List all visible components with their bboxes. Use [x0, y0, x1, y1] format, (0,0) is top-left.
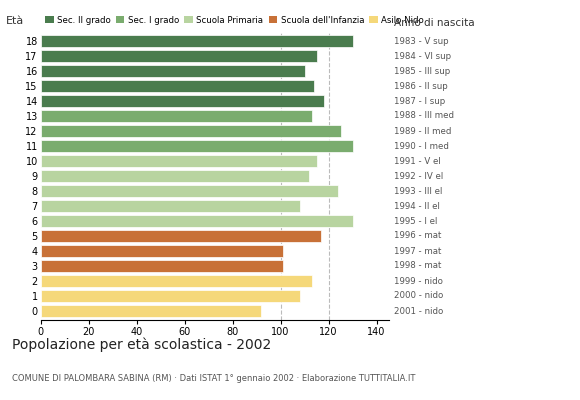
Text: 1988 - III med: 1988 - III med [394, 112, 454, 120]
Text: 1993 - III el: 1993 - III el [394, 186, 443, 196]
Text: 1983 - V sup: 1983 - V sup [394, 36, 449, 46]
Text: 1996 - mat: 1996 - mat [394, 232, 442, 240]
Bar [41, 200, 300, 212]
Bar [41, 230, 321, 242]
Text: COMUNE DI PALOMBARA SABINA (RM) · Dati ISTAT 1° gennaio 2002 · Elaborazione TUTT: COMUNE DI PALOMBARA SABINA (RM) · Dati I… [12, 374, 415, 383]
Text: Popolazione per età scolastica - 2002: Popolazione per età scolastica - 2002 [12, 338, 271, 352]
Bar [41, 50, 317, 62]
Bar [41, 110, 312, 122]
Bar [41, 155, 317, 167]
Bar [41, 140, 353, 152]
Bar [41, 125, 340, 137]
Bar [41, 290, 300, 302]
Legend: Sec. II grado, Sec. I grado, Scuola Primaria, Scuola dell'Infanzia, Asilo Nido: Sec. II grado, Sec. I grado, Scuola Prim… [45, 16, 424, 25]
Text: 1984 - VI sup: 1984 - VI sup [394, 52, 451, 60]
Text: 1995 - I el: 1995 - I el [394, 216, 438, 226]
Text: 1990 - I med: 1990 - I med [394, 142, 450, 150]
Bar [41, 185, 338, 197]
Bar [41, 275, 312, 287]
Bar [41, 260, 283, 272]
Text: 1994 - II el: 1994 - II el [394, 202, 440, 210]
Text: 1991 - V el: 1991 - V el [394, 156, 441, 166]
Text: 1989 - II med: 1989 - II med [394, 126, 452, 136]
Bar [41, 35, 353, 47]
Bar [41, 215, 353, 227]
Text: 1997 - mat: 1997 - mat [394, 246, 442, 256]
Text: 1987 - I sup: 1987 - I sup [394, 96, 445, 106]
Text: 1992 - IV el: 1992 - IV el [394, 172, 444, 180]
Bar [41, 305, 262, 317]
Text: Anno di nascita: Anno di nascita [394, 18, 475, 28]
Text: 1999 - nido: 1999 - nido [394, 276, 443, 286]
Text: 1986 - II sup: 1986 - II sup [394, 82, 448, 90]
Bar [41, 170, 309, 182]
Bar [41, 65, 305, 77]
Text: 2000 - nido: 2000 - nido [394, 292, 444, 300]
Text: Età: Età [6, 16, 24, 26]
Text: 1985 - III sup: 1985 - III sup [394, 66, 451, 76]
Text: 2001 - nido: 2001 - nido [394, 306, 444, 316]
Bar [41, 80, 314, 92]
Bar [41, 95, 324, 107]
Bar [41, 245, 283, 257]
Text: 1998 - mat: 1998 - mat [394, 262, 442, 270]
